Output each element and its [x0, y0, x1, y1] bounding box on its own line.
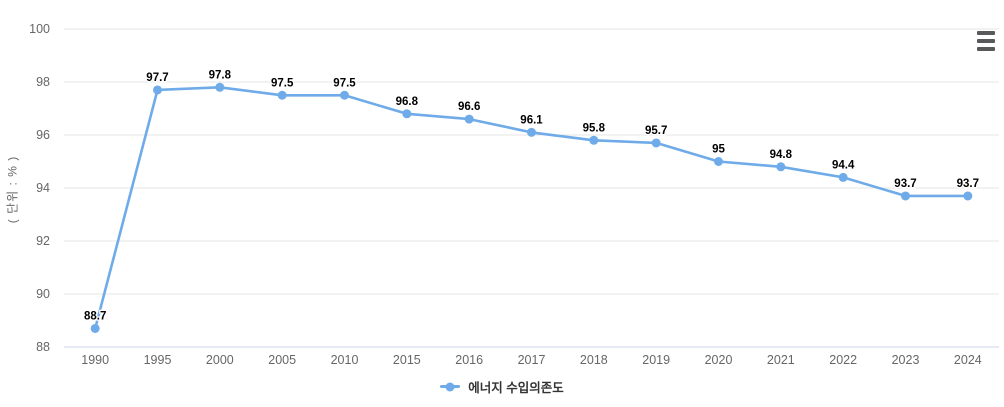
x-tick-label: 2000 — [206, 353, 234, 367]
data-point-marker[interactable] — [527, 127, 536, 137]
x-tick-label: 2017 — [518, 353, 546, 367]
chart-context-menu-button[interactable] — [974, 28, 998, 54]
y-tick-label: 92 — [36, 234, 50, 248]
y-tick-label: 98 — [36, 75, 50, 89]
data-point-label: 93.7 — [894, 178, 916, 190]
data-point-marker[interactable] — [714, 157, 723, 166]
data-point-marker[interactable] — [153, 85, 162, 95]
x-tick-label: 2023 — [892, 353, 920, 367]
data-point-marker[interactable] — [838, 172, 848, 182]
data-point-label: 93.7 — [957, 178, 979, 190]
data-point-marker[interactable] — [589, 135, 599, 145]
data-point-marker[interactable] — [651, 138, 661, 148]
data-point-label: 97.5 — [333, 77, 356, 89]
x-tick-label: 2010 — [331, 353, 359, 367]
y-tick-label: 96 — [36, 128, 50, 142]
x-tick-label: 2021 — [767, 353, 795, 367]
hamburger-menu-icon — [977, 47, 995, 51]
data-point-marker[interactable] — [464, 114, 474, 124]
x-tick-label: 2022 — [829, 353, 857, 367]
data-point-label: 94.8 — [770, 149, 793, 161]
legend-item[interactable]: 에너지 수입의존도 — [0, 377, 1004, 396]
data-point-marker[interactable] — [776, 162, 786, 172]
data-point-marker[interactable] — [963, 191, 973, 201]
data-point-label: 95.7 — [645, 125, 667, 137]
data-point-label: 96.8 — [396, 96, 419, 108]
x-tick-label: 2019 — [642, 353, 670, 367]
data-point-label: 97.7 — [146, 72, 168, 84]
x-tick-label: 2015 — [393, 353, 421, 367]
legend-label: 에너지 수입의존도 — [468, 381, 564, 395]
data-point-label: 95 — [712, 144, 725, 156]
x-tick-label: 2018 — [580, 353, 608, 367]
data-point-marker[interactable] — [277, 90, 287, 100]
data-point-label: 97.5 — [271, 77, 294, 89]
y-axis-unit-label: ( 단위 : % ) — [5, 155, 20, 224]
data-point-label: 88.7 — [84, 310, 106, 322]
data-point-label: 97.8 — [209, 69, 232, 81]
x-tick-label: 1990 — [81, 353, 109, 367]
hamburger-menu-icon — [977, 31, 995, 35]
y-tick-label: 100 — [29, 22, 50, 36]
data-point-label: 95.8 — [583, 122, 606, 134]
data-point-label: 96.6 — [458, 101, 480, 113]
x-tick-label: 1995 — [144, 353, 172, 367]
data-point-label: 96.1 — [520, 114, 543, 126]
y-tick-label: 94 — [36, 181, 50, 195]
x-tick-label: 2016 — [455, 353, 483, 367]
data-point-marker[interactable] — [901, 191, 910, 201]
x-tick-label: 2020 — [705, 353, 733, 367]
data-point-marker[interactable] — [215, 82, 225, 92]
hamburger-menu-icon — [977, 39, 995, 43]
data-point-marker[interactable] — [90, 323, 100, 333]
data-point-marker[interactable] — [402, 109, 412, 119]
y-tick-label: 90 — [36, 287, 50, 301]
y-tick-label: 88 — [36, 340, 50, 354]
plot-area: 88 90 92 94 96 98 100 1990 1995 2000 2005 2010 2015 2… — [29, 22, 999, 367]
x-tick-label: 2005 — [268, 353, 296, 367]
data-point-marker[interactable] — [340, 90, 349, 100]
data-point-label: 94.4 — [832, 159, 855, 171]
legend-dot-icon — [445, 382, 455, 391]
x-tick-label: 2024 — [954, 353, 982, 367]
legend-line-marker-icon — [440, 382, 461, 391]
